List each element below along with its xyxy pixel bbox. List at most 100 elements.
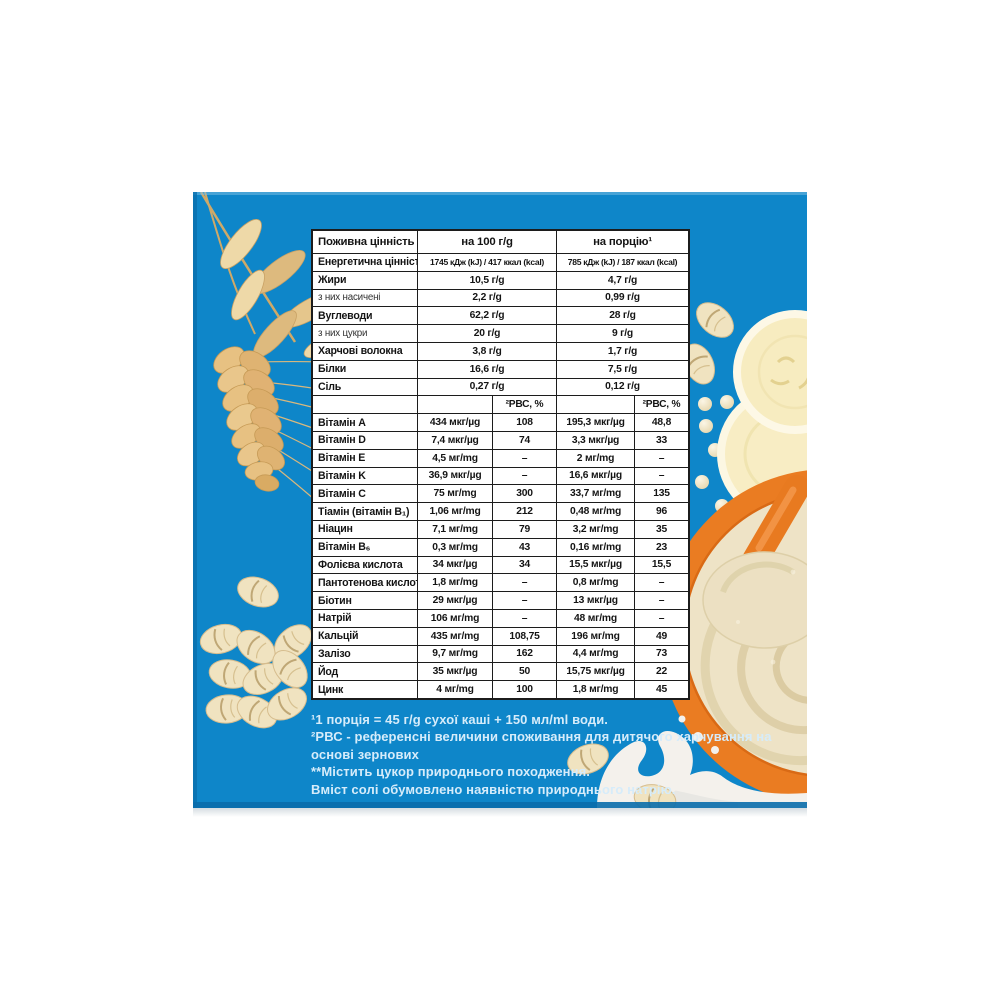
rvc-percent-label-portion: ²РВС, % [642,399,681,411]
rvc-percent-portion: 23 [655,541,668,553]
rvc-percent-portion: – [658,470,665,482]
value-per-100g: 1745 кДж (kJ) / 417 ккал (kcal) [418,254,557,271]
oat-flakes-icon [196,570,320,736]
nutrient-name: Вітамін E [313,449,418,467]
vitamin-mineral-row: Вітамін B₆ 0,3 мг/mg 43 0,16 мг/mg 23 [313,538,688,557]
amount-per-portion: 0,48 мг/mg [557,503,635,520]
rvc-percent-label-100g: ²РВС, % [493,396,557,414]
footnotes-block: ¹1 порція = 45 г/g сухої каші + 150 мл/m… [311,711,779,798]
amount-per-100g: 106 мг/mg [418,609,493,627]
banana-slices-icon [717,310,807,522]
macro-nutrient-row: з них цукри 20 г/g 9 г/g [313,325,688,343]
rvc-percent-portion: 96 [655,506,668,518]
panel-top-edge [193,192,807,195]
rvc-percent-portion: 49 [655,630,668,642]
rvc-percent-100g: – [493,592,557,609]
nutrient-name: Вітамін C [313,485,418,503]
nutrient-name: Вітамін K [313,467,418,485]
footnote: ¹1 порція = 45 г/g сухої каші + 150 мл/m… [311,712,609,727]
amount-per-portion: 3,3 мкг/µg [557,431,635,449]
nutrient-name: Вітамін A [313,414,418,431]
rvc-percent-portion: 45 [655,684,668,696]
amount-per-portion: 0,16 мг/mg [557,538,635,556]
amount-per-100g: 1,8 мг/mg [418,574,493,592]
vitamin-mineral-row: Йод 35 мкг/µg 50 15,75 мкг/µg 22 [313,663,688,682]
rvc-percent-portion: 33 [655,434,668,446]
amount-per-100g: 75 мг/mg [418,485,493,503]
rvc-percent-portion: 48,8 [651,417,672,429]
header-nutrition-label: Поживна цінність [313,231,418,253]
amount-per-portion: 15,5 мкг/µg [557,556,635,574]
value-per-portion: 0,99 г/g [605,292,640,304]
rvc-percent-portion: 73 [655,648,668,660]
macro-nutrient-row: з них насичені 2,2 г/g 0,99 г/g [313,289,688,308]
amount-per-100g: 7,4 мкг/µg [418,431,493,449]
amount-per-portion: 4,4 мг/mg [557,645,635,663]
nutrient-name: Сіль [313,378,418,396]
rvc-percent-100g: 79 [493,520,557,538]
amount-per-100g: 7,1 мг/mg [418,520,493,538]
value-per-100g: 0,27 г/g [418,378,557,396]
vitamin-mineral-row: Кальцій 435 мг/mg 108,75 196 мг/mg 49 [313,627,688,646]
panel-left-edge [193,192,197,808]
vitamin-mineral-row: Вітамін C 75 мг/mg 300 33,7 мг/mg 135 [313,485,688,504]
amount-per-portion: 196 мг/mg [557,627,635,645]
value-per-100g: 3,8 г/g [418,342,557,360]
blue-label-panel: Поживна цінність на 100 г/g на порцію¹ Е… [193,192,807,808]
amount-per-100g: 434 мкг/µg [418,414,493,431]
nutrient-name: Енергетична цінність [313,254,418,271]
porridge-bowl-icon [660,470,807,804]
vitamin-mineral-row: Вітамін D 7,4 мкг/µg 74 3,3 мкг/µg 33 [313,431,688,450]
nutrient-name: Вітамін D [313,431,418,449]
rvc-percent-portion: 15,5 [651,559,672,571]
rvc-percent-100g: – [493,574,557,592]
amount-per-100g: 435 мг/mg [418,627,493,645]
footnote: Вміст солі обумовлено наявністю природнь… [311,781,676,797]
rvc-percent-portion: – [658,595,665,607]
nutrient-name: Жири [313,271,418,289]
nutrient-name: Біотин [313,592,418,609]
rvc-percent-portion: – [658,612,665,624]
macro-nutrient-row: Вуглеводи 62,2 г/g 28 г/g [313,307,688,326]
nutrient-name: Ніацин [313,520,418,538]
vitamin-mineral-row: Тіамін (вітамін B₁) 1,06 мг/mg 212 0,48 … [313,503,688,521]
rvc-percent-100g: 50 [493,663,557,681]
rvc-empty-cell [418,396,493,414]
rvc-percent-portion: – [658,577,665,589]
rvc-percent-100g: – [493,609,557,627]
macro-nutrient-row: Жири 10,5 г/g 4,7 г/g [313,271,688,290]
nutrient-name: з них цукри [313,325,418,342]
macro-nutrient-row: Харчові волокна 3,8 г/g 1,7 г/g [313,342,688,361]
rvc-percent-100g: 43 [493,538,557,556]
rvc-percent-100g: 74 [493,431,557,449]
value-per-100g: 2,2 г/g [418,289,557,307]
footnote: **Містить цукор природнього походження. [311,764,590,780]
nutrient-name: Цинк [313,681,418,698]
amount-per-portion: 48 мг/mg [557,609,635,627]
rvc-percent-portion: 135 [653,488,670,500]
rvc-percent-100g: 108 [493,414,557,431]
nutrient-name: Пантотенова кислота [313,574,418,592]
value-per-portion: 0,12 г/g [605,381,640,393]
header-per-portion: на порцію¹ [593,236,652,248]
header-per-100g: на 100 г/g [418,231,557,253]
rvc-header-row: ²РВС, % ²РВС, % [313,396,688,415]
nutrient-name: Кальцій [313,627,418,645]
nutrient-name: Вуглеводи [313,307,418,325]
value-per-100g: 62,2 г/g [418,307,557,325]
nutrient-name: Фолієва кислота [313,556,418,574]
rvc-empty-cell [313,396,418,414]
rvc-percent-100g: – [493,467,557,485]
vitamin-mineral-row: Біотин 29 мкг/µg – 13 мкг/µg – [313,592,688,610]
value-per-100g: 20 г/g [418,325,557,342]
rvc-percent-100g: 162 [493,645,557,663]
vitamin-mineral-row: Цинк 4 мг/mg 100 1,8 мг/mg 45 [313,681,688,698]
amount-per-portion: 16,6 мкг/µg [557,467,635,485]
nutrient-name: Тіамін (вітамін B₁) [313,503,418,520]
amount-per-portion: 13 мкг/µg [557,592,635,609]
amount-per-portion: 1,8 мг/mg [557,681,635,698]
nutrient-name: з них насичені [313,289,418,307]
amount-per-100g: 1,06 мг/mg [418,503,493,520]
amount-per-100g: 36,9 мкг/µg [418,467,493,485]
vitamin-mineral-row: Пантотенова кислота 1,8 мг/mg – 0,8 мг/m… [313,574,688,593]
